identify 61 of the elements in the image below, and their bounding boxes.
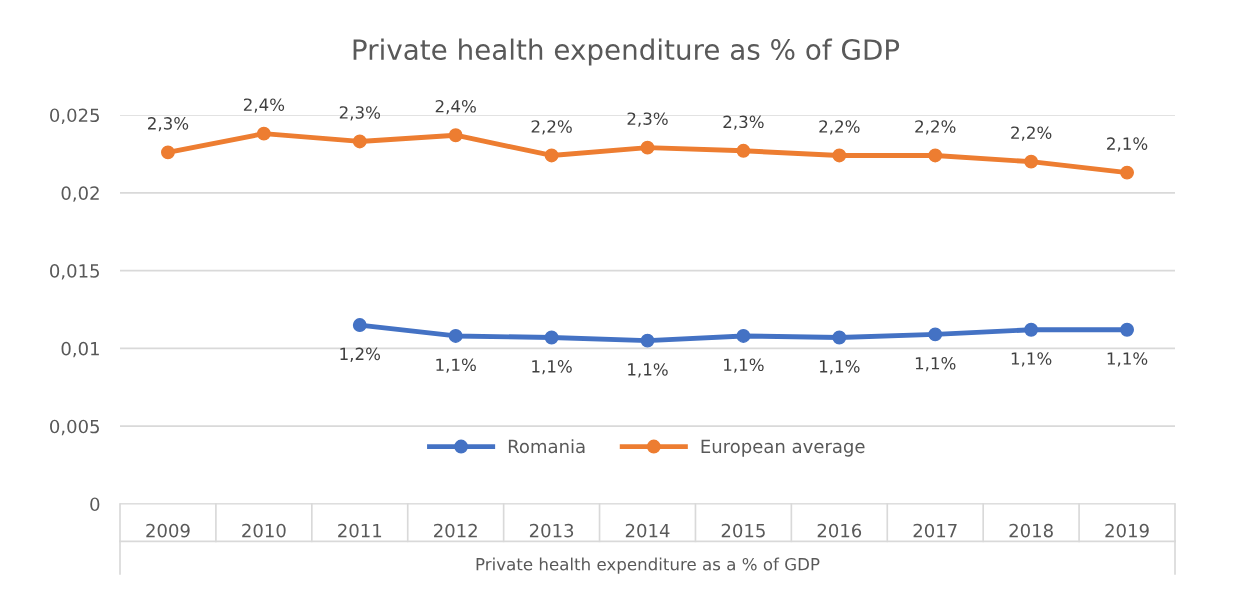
point [640, 140, 655, 155]
data-label: 1,1% [819, 360, 860, 375]
x-tick-label: 2010 [242, 523, 286, 538]
y-tick-label: 0,02 [61, 186, 99, 202]
point [832, 330, 847, 345]
legend-label: European average [701, 439, 865, 457]
y-tick-label: 0,025 [50, 108, 99, 124]
point [736, 143, 751, 158]
point [928, 327, 943, 342]
data-label: 2,3% [339, 106, 381, 121]
data-label: 2,3% [627, 112, 668, 127]
point [1120, 322, 1134, 337]
point [448, 329, 463, 343]
point [640, 333, 655, 348]
y-tick-label: 0,015 [50, 264, 99, 280]
x-tick-label: 2011 [338, 523, 382, 538]
x-tick-label: 2017 [913, 523, 957, 538]
data-label: 1,1% [724, 358, 764, 373]
data-label: 1,1% [1011, 352, 1052, 367]
point [1024, 322, 1039, 337]
point [1120, 165, 1134, 180]
x-tick-label: 2013 [529, 523, 574, 538]
point [448, 128, 463, 143]
data-label: 2,1% [1107, 137, 1148, 152]
point [352, 318, 367, 333]
data-label: 2,2% [1011, 126, 1052, 141]
chart-title: Private health expenditure as % of GDP [353, 38, 900, 66]
point [352, 134, 367, 149]
data-label: 2,4% [435, 99, 476, 115]
point [161, 145, 175, 160]
legend-label: Romania [508, 439, 585, 454]
point [832, 148, 847, 163]
x-tick-label: 2014 [625, 523, 670, 538]
data-label: 1,1% [915, 356, 956, 372]
data-label: 2,3% [723, 115, 764, 130]
x-tick-label: 2009 [146, 523, 190, 538]
point [256, 126, 271, 141]
x-tick-label: 2016 [817, 523, 862, 538]
data-label: 2,4% [243, 98, 285, 113]
y-tick-label: 0,005 [50, 419, 99, 436]
data-label: 1,1% [532, 360, 572, 375]
data-label: 1,2% [340, 347, 381, 362]
data-label: 1,1% [436, 358, 476, 373]
point [544, 330, 559, 345]
x-tick-label: 2015 [721, 523, 765, 538]
data-label: 1,1% [628, 363, 668, 378]
x-tick-label: 2019 [1105, 523, 1149, 538]
data-label: 2,2% [531, 120, 572, 135]
data-label: 2,3% [148, 117, 189, 132]
x-axis-title: Private health expenditure as a % of GDP [476, 557, 820, 574]
y-tick-label: 0 [90, 497, 100, 512]
point [928, 148, 943, 163]
data-label: 2,2% [915, 120, 956, 135]
point [544, 148, 559, 163]
x-tick-label: 2018 [1009, 523, 1053, 538]
x-tick-label: 2012 [434, 523, 477, 538]
y-tick-label: 0,01 [61, 341, 99, 358]
point [736, 329, 751, 343]
data-label: 1,1% [1107, 352, 1148, 367]
data-label: 2,2% [819, 120, 860, 135]
point [1024, 154, 1039, 169]
